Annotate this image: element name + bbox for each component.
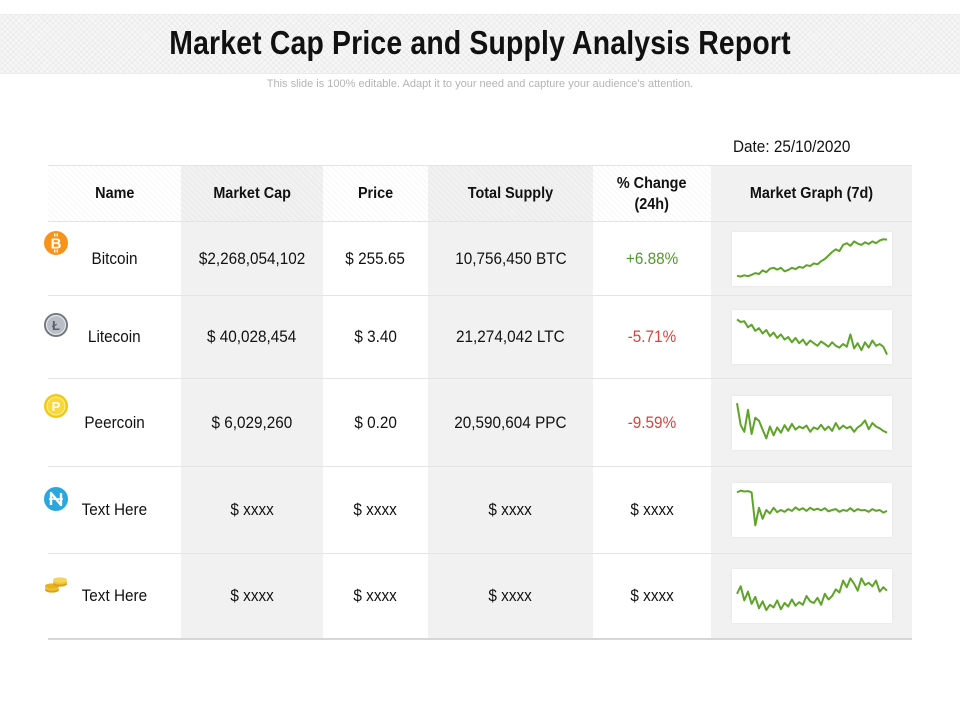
table-row: Peercoin $ 6,029,260 $ 0.20 20,590,604 PPC -… (48, 379, 912, 467)
sparkline-path (736, 489, 887, 527)
nxt-icon (43, 486, 69, 512)
litecoin-icon: Ł (43, 312, 69, 338)
cell-price: $ 0.20 (354, 412, 397, 432)
cell-price: $ xxxx (353, 500, 398, 519)
peercoin-icon: P (43, 393, 69, 419)
cell-name: Text Here (81, 500, 148, 519)
cell-price: $ 3.40 (354, 327, 397, 346)
title-band (0, 14, 960, 74)
cell-market-cap: $ xxxx (181, 467, 323, 553)
cell-total-supply: 20,590,604 PPC (428, 379, 593, 466)
cell-total-supply: $ xxxx (428, 554, 593, 638)
cell-total-supply: 10,756,450 BTC (428, 222, 593, 295)
cell-change: $ xxxx (630, 586, 674, 605)
svg-text:Ł: Ł (52, 318, 60, 333)
header-market-graph: Market Graph (7d) (711, 166, 912, 221)
bitcoin-icon: B (43, 230, 69, 256)
table-body: Bitcoin $2,268,054,102 $ 255.65 10,756,450 … (48, 222, 912, 640)
cell-total-supply: $ xxxx (428, 467, 593, 553)
cell-price: $ xxxx (353, 586, 398, 605)
report-date: Date: 25/10/2020 (733, 137, 851, 156)
cell-market-cap: $ xxxx (181, 554, 323, 638)
svg-text:P: P (52, 399, 61, 414)
cell-name: Bitcoin (91, 248, 138, 268)
cell-name: Litecoin (88, 327, 141, 346)
sparkline-chart (731, 483, 892, 537)
cell-market-graph (711, 379, 912, 466)
cell-market-graph (711, 554, 912, 638)
sparkline-chart (731, 395, 892, 450)
header-total-supply: Total Supply (428, 166, 593, 221)
sparkline-chart (731, 310, 892, 364)
cell-market-cap: $ 40,028,454 (181, 296, 323, 378)
cell-price: $ 255.65 (345, 248, 406, 268)
cell-name: Text Here (81, 586, 148, 605)
cell-market-cap: $ 6,029,260 (181, 379, 323, 466)
cell-total-supply: 21,274,042 LTC (428, 296, 593, 378)
sparkline-chart (731, 231, 892, 286)
cell-market-cap: $2,268,054,102 (181, 222, 323, 295)
analysis-table: Name Market Cap Price Total Supply % Cha… (44, 165, 912, 640)
sparkline-path (735, 577, 888, 612)
coins-icon (43, 571, 69, 597)
page-title: Market Cap Price and Supply Analysis Rep… (169, 24, 791, 61)
header-change: % Change (24h) (593, 166, 711, 221)
table-row: Text Here $ xxxx $ xxxx $ xxxx $ xxxx (48, 467, 912, 554)
cell-change: -5.71% (627, 327, 677, 346)
table-row: Bitcoin $2,268,054,102 $ 255.65 10,756,450 … (48, 222, 912, 296)
table-row: Litecoin $ 40,028,454 $ 3.40 21,274,042 LTC… (48, 296, 912, 379)
sparkline-path (735, 318, 888, 356)
cell-market-graph (711, 296, 912, 378)
table-header: Name Market Cap Price Total Supply % Cha… (48, 165, 912, 222)
header-name: Name (48, 166, 181, 221)
cell-market-graph (711, 222, 912, 295)
page-subtitle: This slide is 100% editable. Adapt it to… (266, 78, 694, 90)
cell-change: $ xxxx (630, 500, 674, 519)
cell-change: +6.88% (625, 248, 679, 268)
cell-market-graph (711, 467, 912, 553)
svg-text:B: B (51, 236, 62, 253)
sparkline-chart (731, 569, 892, 623)
sparkline-path (735, 402, 887, 439)
cell-name: Peercoin (84, 412, 145, 432)
header-price: Price (323, 166, 428, 221)
table-row: Text Here $ xxxx $ xxxx $ xxxx $ xxxx (48, 554, 912, 640)
cell-change: -9.59% (627, 412, 677, 432)
header-market-cap: Market Cap (181, 166, 323, 221)
sparkline-path (736, 237, 887, 278)
